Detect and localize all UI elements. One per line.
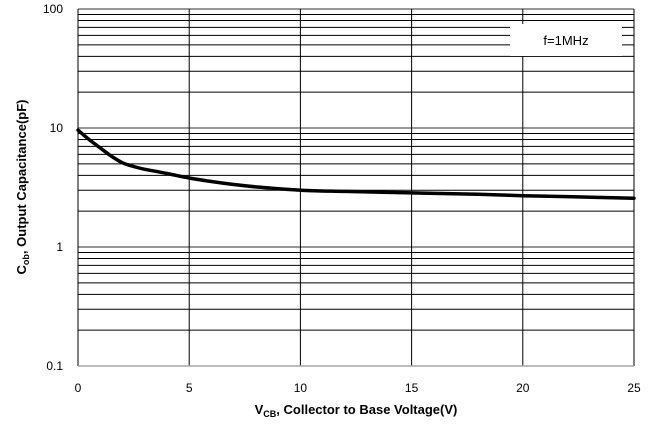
capacitance-curve	[76, 128, 636, 200]
annotation-box: f=1MHz	[510, 24, 622, 56]
y-tick-label: 0.1	[46, 359, 63, 373]
grid	[77, 8, 635, 366]
y-tick-label: 100	[43, 2, 63, 16]
y-tick-label: 1	[56, 240, 63, 254]
x-tick-label: 10	[294, 381, 308, 395]
y-tick-labels: 0.1 1 10 100	[43, 2, 63, 373]
y-tick-label: 10	[50, 121, 64, 135]
x-tick-label: 0	[75, 381, 82, 395]
x-tick-label: 5	[186, 381, 193, 395]
frequency-annotation: f=1MHz	[543, 33, 588, 48]
y-axis-title: Cob, Output Capacitance(pF)	[14, 100, 31, 275]
series-layer	[76, 128, 636, 200]
x-tick-label: 15	[405, 381, 419, 395]
x-axis-title: VCB, Collector to Base Voltage(V)	[255, 402, 458, 419]
x-tick-labels: 0 5 10 15 20 25	[75, 381, 641, 395]
x-tick-label: 25	[627, 381, 641, 395]
x-tick-label: 20	[516, 381, 530, 395]
